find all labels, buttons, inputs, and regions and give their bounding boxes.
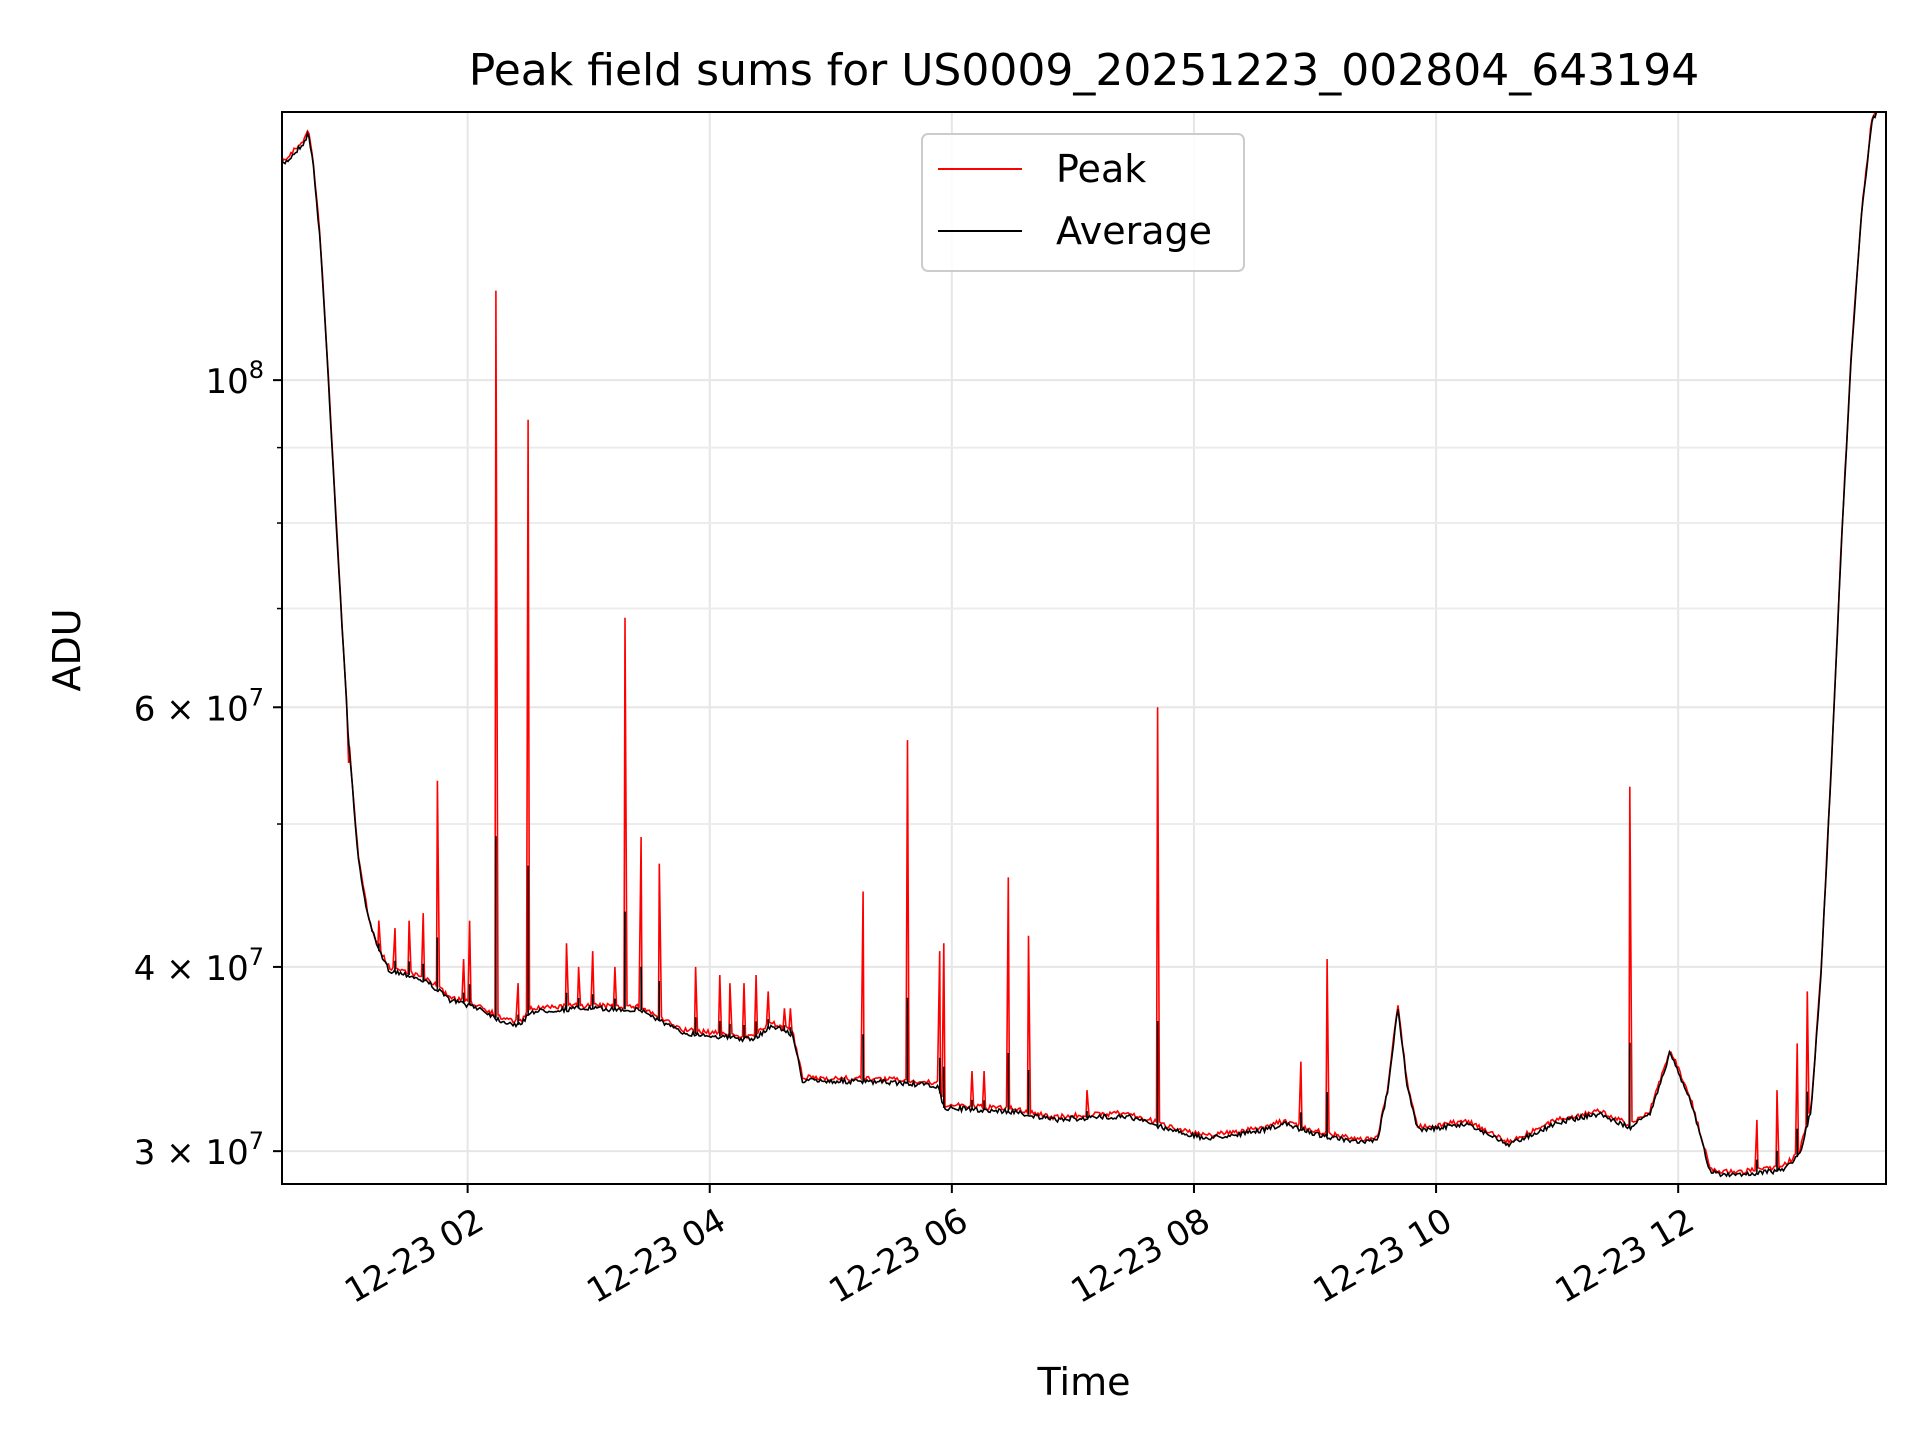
x-tick-label: 12-23 12 xyxy=(1549,1201,1701,1312)
x-axis-label: Time xyxy=(1037,1360,1131,1404)
y-tick-label: 6 × 107 xyxy=(134,683,264,729)
y-tick-label: 108 xyxy=(205,356,264,402)
series-line-average xyxy=(282,112,1886,1178)
grid xyxy=(282,112,1886,1184)
legend-label-peak: Peak xyxy=(1056,147,1146,191)
x-tick-label: 12-23 06 xyxy=(822,1201,974,1312)
x-tick-label: 12-23 04 xyxy=(580,1201,732,1312)
y-tick-label: 3 × 107 xyxy=(134,1127,264,1173)
legend-label-average: Average xyxy=(1056,209,1212,253)
axis-ticks: 12-23 02 12-23 04 12-23 06 12-23 08 12-23 10… xyxy=(134,356,1701,1312)
y-tick-label: 4 × 107 xyxy=(134,943,264,989)
chart-title: Peak field sums for US0009_20251223_0028… xyxy=(469,45,1699,96)
series-line-peak xyxy=(282,112,1886,1175)
x-tick-label: 12-23 08 xyxy=(1064,1201,1216,1312)
x-tick-label: 12-23 02 xyxy=(338,1201,490,1312)
legend: Peak Average xyxy=(921,133,1245,272)
plot-frame xyxy=(281,111,1887,1185)
y-axis-label: ADU xyxy=(45,608,89,691)
x-tick-label: 12-23 10 xyxy=(1307,1201,1459,1312)
series-lines xyxy=(282,112,1886,1178)
